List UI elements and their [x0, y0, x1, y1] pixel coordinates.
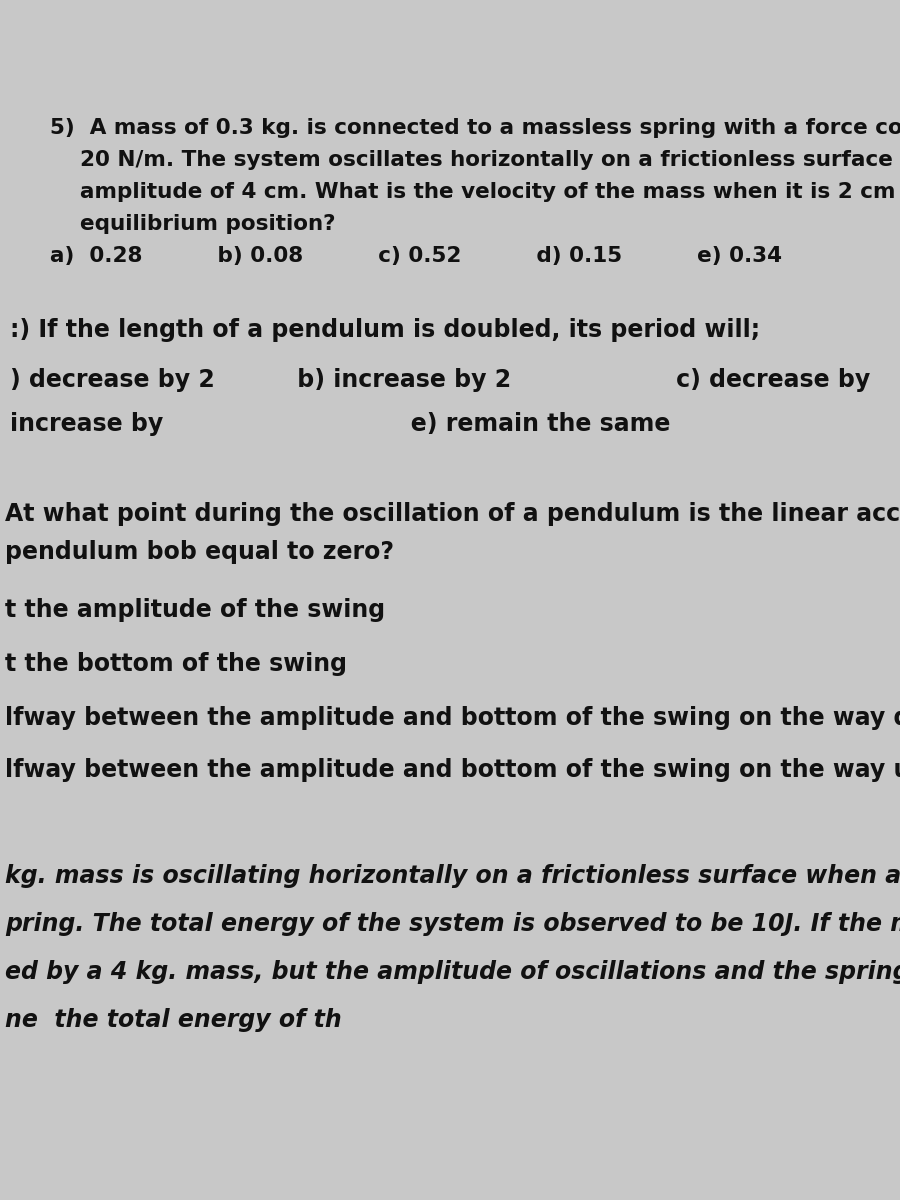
- Text: ed by a 4 kg. mass, but the amplitude of oscillations and the spring re: ed by a 4 kg. mass, but the amplitude of…: [5, 960, 900, 984]
- Text: t the amplitude of the swing: t the amplitude of the swing: [5, 598, 385, 622]
- Text: equilibrium position?: equilibrium position?: [50, 214, 336, 234]
- Text: t the bottom of the swing: t the bottom of the swing: [5, 652, 347, 676]
- Text: a)  0.28          b) 0.08          c) 0.52          d) 0.15          e) 0.34: a) 0.28 b) 0.08 c) 0.52 d) 0.15 e) 0.34: [50, 246, 782, 266]
- Text: 20 N/m. The system oscillates horizontally on a frictionless surface with an: 20 N/m. The system oscillates horizontal…: [50, 150, 900, 170]
- Text: 5)  A mass of 0.3 kg. is connected to a massless spring with a force constant k : 5) A mass of 0.3 kg. is connected to a m…: [50, 118, 900, 138]
- Text: ne  the total energy of th: ne the total energy of th: [5, 1008, 342, 1032]
- Text: ) decrease by 2          b) increase by 2                    c) decrease by: ) decrease by 2 b) increase by 2 c) decr…: [10, 368, 870, 392]
- Text: lfway between the amplitude and bottom of the swing on the way up: lfway between the amplitude and bottom o…: [5, 758, 900, 782]
- Text: kg. mass is oscillating horizontally on a frictionless surface when attac: kg. mass is oscillating horizontally on …: [5, 864, 900, 888]
- Text: pendulum bob equal to zero?: pendulum bob equal to zero?: [5, 540, 394, 564]
- Text: :) If the length of a pendulum is doubled, its period will;: :) If the length of a pendulum is double…: [10, 318, 760, 342]
- Text: At what point during the oscillation of a pendulum is the linear acceleration o: At what point during the oscillation of …: [5, 502, 900, 526]
- Text: amplitude of 4 cm. What is the velocity of the mass when it is 2 cm from its: amplitude of 4 cm. What is the velocity …: [50, 182, 900, 202]
- Text: increase by                              e) remain the same: increase by e) remain the same: [10, 412, 670, 436]
- Text: pring. The total energy of the system is observed to be 10J. If the mass: pring. The total energy of the system is…: [5, 912, 900, 936]
- Text: lfway between the amplitude and bottom of the swing on the way down: lfway between the amplitude and bottom o…: [5, 706, 900, 730]
